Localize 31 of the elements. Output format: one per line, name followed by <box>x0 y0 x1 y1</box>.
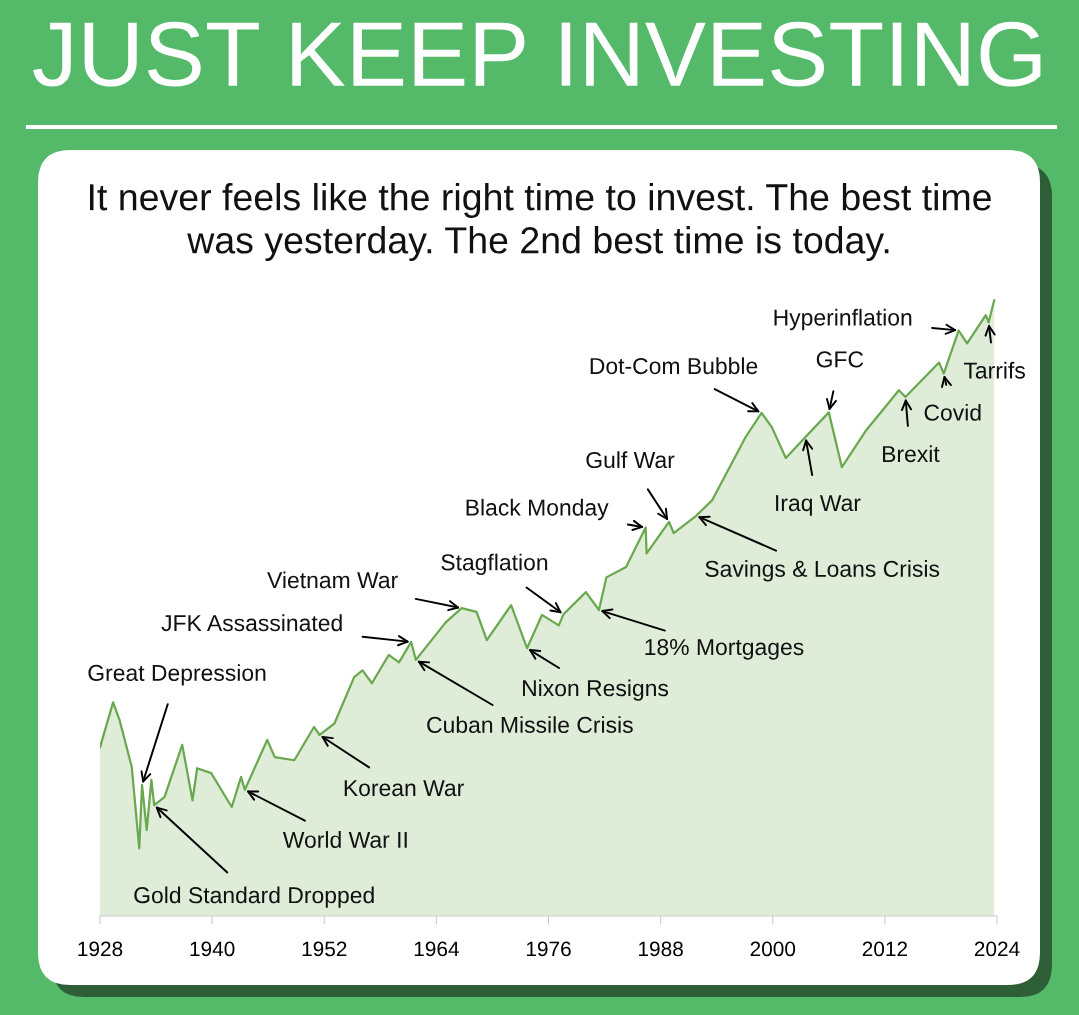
x-tick-label: 1940 <box>190 941 235 957</box>
annotation: JFK Assassinated <box>161 614 342 632</box>
annotation: Brexit <box>883 445 940 463</box>
annotation: Great Depression <box>88 664 266 686</box>
annotation: Covid <box>924 403 981 421</box>
annotation: Savings & Loans Crisis <box>705 560 940 582</box>
annotation: GFC <box>816 351 864 368</box>
x-tick-label: 1952 <box>302 941 347 957</box>
x-tick-label: 2012 <box>862 941 907 957</box>
annotation: 18% Mortgages <box>645 638 804 660</box>
annotation: Nixon Resigns <box>523 679 669 701</box>
annotation: World War II <box>282 831 407 848</box>
annotation: Korean War <box>344 780 464 797</box>
annotation: Black Monday <box>466 498 609 521</box>
annotation: Tarrifs <box>963 361 1025 379</box>
annotation: Vietnam War <box>267 571 398 589</box>
x-tick-label: 1988 <box>639 941 683 957</box>
annotation: Cuban Missile Crisis <box>427 716 633 734</box>
x-tick-label: 2024 <box>974 941 1020 957</box>
x-tick-label: 1964 <box>414 941 459 957</box>
annotation: Iraq War <box>776 495 861 516</box>
annotation: Gulf War <box>586 451 675 469</box>
x-tick-label: 1928 <box>78 941 123 957</box>
chart-title: JUST KEEP INVESTING <box>33 21 1041 87</box>
chart-subtitle: It never feels like the right time to invest. The best time was yesterday. The 2nd best time is today. <box>90 182 991 262</box>
annotation: Gold Standard Dropped <box>134 886 374 908</box>
annotation: Stagflation <box>441 553 548 575</box>
x-tick-label: 2000 <box>750 941 796 957</box>
annotation: Hyperinflation <box>774 308 912 331</box>
x-tick-label: 1976 <box>526 941 571 957</box>
annotation: Dot-Com Bubble <box>590 357 758 375</box>
